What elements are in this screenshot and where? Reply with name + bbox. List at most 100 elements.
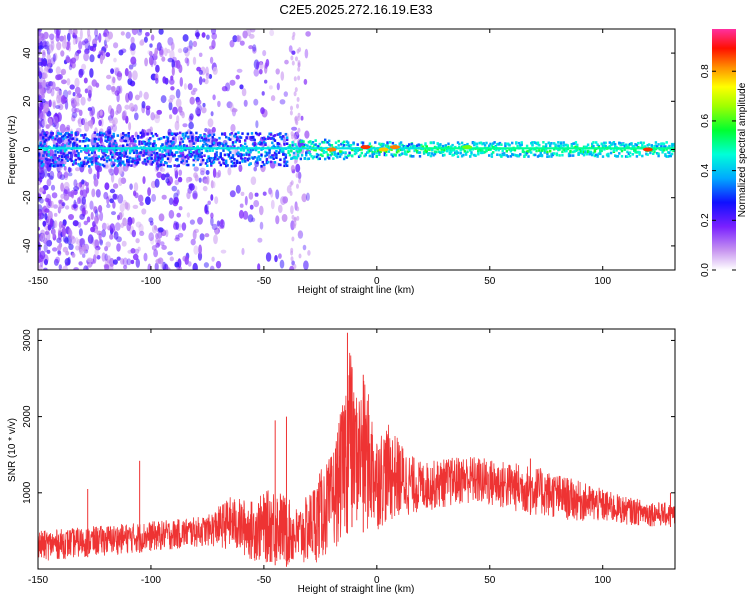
- spectrogram-cell: [71, 115, 76, 122]
- spectrogram-cell: [77, 162, 80, 166]
- spectrogram-cell: [239, 148, 243, 152]
- spectrogram-cell: [582, 147, 586, 150]
- spectrogram-cell: [85, 149, 88, 152]
- spectrogram-cell: [156, 171, 163, 178]
- spectrogram-cell: [192, 40, 198, 48]
- spectrogram-cell: [310, 142, 313, 146]
- spectrogram-cell: [54, 147, 57, 150]
- spectrogram-cell: [284, 59, 289, 65]
- spectrogram-cell: [215, 158, 218, 161]
- spectrogram-cell: [204, 149, 208, 152]
- spectrogram-cell: [142, 132, 145, 136]
- spectrogram-cell: [203, 154, 206, 157]
- spectrogram-cell: [109, 233, 114, 240]
- spectrogram-cell: [256, 132, 259, 136]
- spectrogram-cell: [157, 227, 164, 233]
- spectrogram-cell: [202, 78, 206, 83]
- spectrogram-cell: [207, 134, 210, 138]
- spectrogram-cell: [42, 49, 46, 56]
- spectrogram-cell: [158, 149, 161, 152]
- spectrogram-cell: [101, 163, 105, 167]
- spectrogram-cell: [550, 153, 553, 156]
- spectrogram-cell: [315, 155, 319, 159]
- spectrogram-cell: [244, 147, 247, 150]
- spectrogram-cell: [347, 141, 350, 144]
- spectrogram-cell: [189, 96, 195, 105]
- spectrogram-cell: [237, 147, 240, 150]
- spectrogram-cell: [132, 70, 138, 81]
- spectrogram-cell: [620, 143, 624, 147]
- spectrogram-cell: [133, 182, 139, 192]
- spectrogram-cell: [188, 151, 191, 154]
- spectrogram-cell: [318, 147, 321, 150]
- spectrogram-cell: [179, 154, 182, 158]
- spectrogram-cell: [277, 132, 281, 136]
- spectrogram-cell: [159, 241, 165, 246]
- spectrogram-cell: [356, 143, 359, 146]
- spectrogram-cell: [71, 137, 75, 140]
- spectrogram-cell: [549, 142, 552, 146]
- spectrogram-cell: [360, 151, 363, 155]
- spectrogram-cell: [248, 153, 251, 156]
- spectrogram-cell: [111, 153, 114, 157]
- spectrogram-cell: [456, 151, 460, 155]
- spectrogram-cell: [55, 256, 61, 264]
- spectrogram-cell: [616, 155, 620, 158]
- spectrogram-cell: [668, 151, 671, 154]
- spectrogram-cell: [192, 262, 198, 270]
- spectrogram-cell: [631, 153, 634, 156]
- spectrogram-cell: [109, 151, 113, 154]
- spectrogram-cell: [383, 153, 386, 157]
- spectrogram-cell: [485, 149, 488, 152]
- spectrogram-cell: [300, 115, 304, 121]
- spectrogram-y-tick-label: 0: [22, 146, 33, 152]
- spectrogram-cell: [161, 147, 164, 150]
- spectrogram-cell: [431, 147, 434, 150]
- spectrogram-cell: [47, 172, 51, 177]
- spectrogram-cell: [66, 159, 69, 162]
- spectrogram-cell: [119, 203, 125, 213]
- spectrogram-cell: [48, 118, 53, 127]
- spectrogram-cell: [557, 144, 560, 147]
- spectrogram-cell: [145, 143, 148, 146]
- spectrogram-cell: [66, 135, 69, 139]
- spectrogram-cell: [374, 141, 377, 144]
- spectrogram-cell: [43, 147, 46, 150]
- spectrogram-cell: [63, 181, 70, 190]
- spectrogram-cell: [100, 147, 103, 150]
- spectrogram-cell: [43, 72, 48, 79]
- spectrogram-cell: [231, 108, 238, 113]
- spectrogram-cell: [670, 145, 674, 148]
- spectrogram-cell: [73, 186, 80, 192]
- spectrogram-cell: [108, 131, 111, 135]
- spectrogram-cell: [50, 163, 53, 166]
- spectrogram-cell: [77, 117, 83, 128]
- spectrogram-cell: [83, 52, 89, 62]
- spectrogram-cell: [143, 147, 147, 150]
- spectrogram-cell: [61, 135, 64, 139]
- spectrogram-cell: [155, 237, 162, 245]
- spectrogram-cell: [151, 161, 155, 164]
- spectrogram-cell: [68, 243, 74, 250]
- spectrogram-cell: [158, 153, 161, 157]
- spectrogram-cell: [257, 133, 260, 137]
- spectrogram-cell: [88, 153, 91, 157]
- spectrogram-cell: [276, 82, 280, 91]
- spectrogram-cell: [177, 48, 183, 54]
- spectrogram-cell: [126, 155, 129, 159]
- spectrogram-cell: [218, 156, 221, 159]
- spectrogram-cell: [207, 155, 210, 158]
- spectrogram-cell: [385, 150, 388, 153]
- spectrogram-cell: [157, 164, 160, 168]
- spectrogram-cell: [43, 132, 46, 135]
- spectrogram-cell: [45, 124, 50, 129]
- spectrogram-cell: [137, 246, 141, 252]
- spectrogram-cell: [635, 151, 639, 154]
- spectrogram-cell: [466, 150, 469, 153]
- spectrogram-cell: [241, 88, 247, 97]
- spectrogram-cell: [291, 165, 295, 171]
- spectrogram-cell: [241, 160, 244, 163]
- spectrogram-cell: [509, 155, 513, 158]
- spectrogram-cell: [238, 209, 244, 219]
- spectrogram-cell: [185, 147, 189, 150]
